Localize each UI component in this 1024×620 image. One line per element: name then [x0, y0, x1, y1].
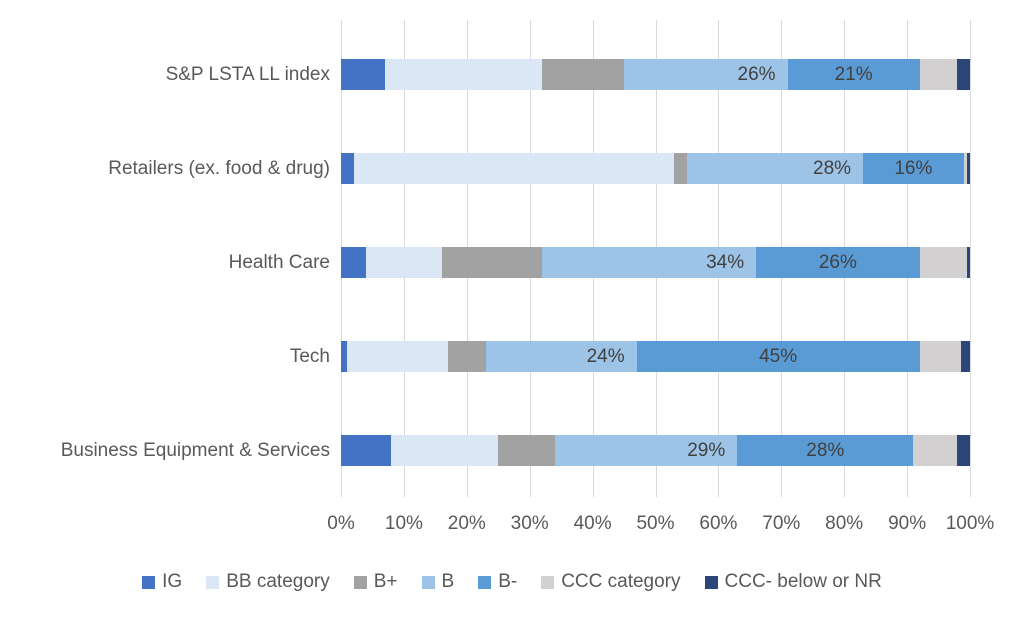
x-axis-tick-label: 0% [327, 513, 355, 534]
legend-label: B [441, 571, 455, 592]
bar-segment-label: 28% [806, 439, 845, 461]
bar-segment-bplus [447, 340, 486, 372]
plot-area: 26% 21% 28% 16% 34% 26% 24% 45% 29% 28% [341, 20, 971, 497]
legend-item-nr: CCC- below or NR [704, 571, 882, 593]
bar-segment-b: 28% [686, 152, 864, 184]
x-axis-tick-label: 80% [825, 513, 864, 534]
bar-segment-bminus: 16% [863, 152, 964, 184]
bar-segment-bb [366, 246, 442, 278]
category-label: Retailers (ex. food & drug) [108, 157, 330, 179]
bar-segment-b: 34% [542, 246, 757, 278]
bar-segment-ig [341, 152, 354, 184]
legend-item-bb: BB category [206, 571, 330, 593]
bar-segment-bminus: 45% [636, 340, 920, 372]
bar-segment-nr [957, 434, 970, 466]
category-label: Business Equipment & Services [60, 439, 330, 461]
x-axis-tick-label: 50% [636, 513, 675, 534]
bar-segment-b: 26% [624, 58, 788, 90]
legend-label: B- [498, 571, 518, 592]
bar-segment-bminus: 21% [787, 58, 920, 90]
legend-item-b: B [421, 571, 455, 593]
legend-item-bplus: B+ [353, 571, 398, 593]
bar-row: 26% 21% [341, 58, 970, 90]
bar-segment-ig [341, 340, 348, 372]
bar-segment-ig [341, 58, 386, 90]
legend-swatch-bplus [353, 575, 367, 589]
x-axis-tick-label: 100% [945, 513, 995, 534]
bar-segment-bplus [498, 434, 555, 466]
x-axis-tick-label: 20% [447, 513, 486, 534]
bar-segment-bb [391, 434, 499, 466]
legend-swatch-nr [704, 575, 718, 589]
bar-segment-label: 45% [759, 345, 798, 367]
bar-segment-nr [967, 152, 970, 184]
bar-segment-ccc [919, 58, 958, 90]
bar-segment-bb [353, 152, 675, 184]
x-axis-tick-label: 40% [573, 513, 612, 534]
legend-item-bminus: B- [478, 571, 517, 593]
bar-segment-label: 16% [894, 157, 933, 179]
category-label: Health Care [228, 251, 330, 273]
gridline [970, 20, 971, 497]
legend-item-ccc: CCC category [541, 571, 681, 593]
x-axis-tick-label: 60% [699, 513, 738, 534]
x-axis-tick-label: 90% [888, 513, 927, 534]
bar-segment-ig [341, 434, 392, 466]
legend-label: B+ [373, 571, 398, 592]
x-axis-tick-label: 30% [510, 513, 549, 534]
legend-label: IG [162, 571, 183, 592]
legend-swatch-b [421, 575, 435, 589]
bar-segment-bb [385, 58, 543, 90]
bar-segment-label: 24% [586, 345, 625, 367]
legend-swatch-bminus [478, 575, 492, 589]
x-axis-tick-label: 70% [762, 513, 801, 534]
legend-label: CCC- below or NR [724, 571, 882, 592]
bar-row: 24% 45% [341, 340, 970, 372]
bar-segment-ccc [913, 434, 958, 466]
bar-segment-b: 29% [554, 434, 738, 466]
bar-segment-ccc [919, 340, 961, 372]
category-label: Tech [289, 345, 330, 367]
bar-segment-nr [957, 58, 970, 90]
legend: IG BB category B+ B B- CCC category CCC- below… [0, 571, 1024, 593]
legend-item-ig: IG [142, 571, 182, 593]
bar-segment-label: 21% [834, 63, 873, 85]
legend-swatch-ig [142, 575, 156, 589]
bar-segment-bminus: 26% [756, 246, 920, 278]
bar-segment-ccc [963, 152, 968, 184]
bar-segment-bplus [441, 246, 543, 278]
bar-segment-b: 24% [485, 340, 637, 372]
legend-label: CCC category [561, 571, 681, 592]
x-axis-tick-label: 10% [384, 513, 423, 534]
bar-segment-label: 26% [737, 63, 776, 85]
category-label: S&P LSTA LL index [165, 63, 330, 85]
bar-segment-label: 29% [687, 439, 726, 461]
bar-segment-label: 28% [813, 157, 852, 179]
bar-row: 28% 16% [341, 152, 970, 184]
bar-segment-ig [341, 246, 367, 278]
legend-swatch-bb [206, 575, 220, 589]
bar-row: 34% 26% [341, 246, 970, 278]
bar-row: 29% 28% [341, 434, 970, 466]
bar-segment-bplus [542, 58, 625, 90]
bar-segment-label: 26% [818, 251, 857, 273]
bar-segment-label: 34% [706, 251, 745, 273]
bar-segment-bplus [674, 152, 687, 184]
bar-segment-bb [347, 340, 448, 372]
bar-segment-nr [960, 340, 970, 372]
legend-label: BB category [226, 571, 330, 592]
legend-swatch-ccc [541, 575, 555, 589]
bar-segment-bminus: 28% [737, 434, 914, 466]
bar-segment-ccc [919, 246, 967, 278]
bar-segment-nr [966, 246, 970, 278]
